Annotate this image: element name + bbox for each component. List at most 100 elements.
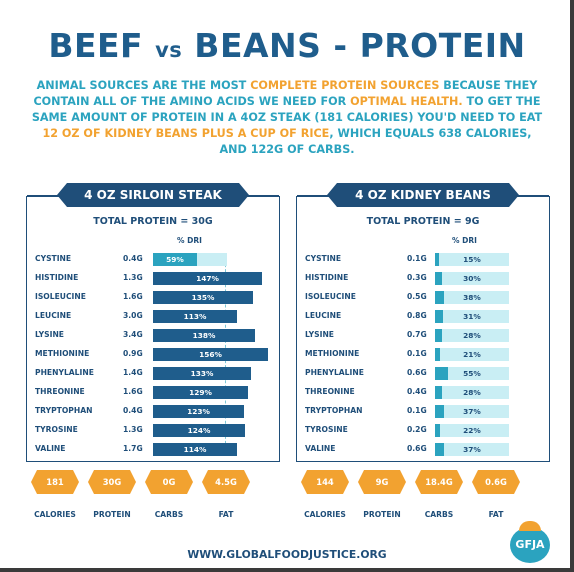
amino-amount: 0.5G — [407, 292, 427, 301]
dri-bar: 124% — [153, 424, 245, 437]
nutrition-stat: 144 CALORIES — [298, 470, 352, 519]
amino-row: LEUCINE 0.8G 31% — [297, 307, 549, 326]
beef-dri-label: % DRI — [177, 236, 202, 245]
title-beans-protein: BEANS - PROTEIN — [182, 26, 526, 65]
dri-percent: 31% — [463, 312, 481, 321]
amino-amount: 1.6G — [123, 292, 143, 301]
amino-row: TRYPTOPHAN 0.1G 37% — [297, 402, 549, 421]
beans-panel-header: 4 OZ KIDNEY BEANS — [327, 183, 519, 207]
dri-bar: 113% — [153, 310, 237, 323]
amino-amount: 0.1G — [407, 349, 427, 358]
dri-bar: 135% — [153, 291, 253, 304]
intro-part: ANIMAL SOURCES ARE THE MOST — [36, 79, 251, 92]
dri-bar — [435, 329, 442, 342]
dri-bar: 123% — [153, 405, 244, 418]
nutrition-stat: 18.4G CARBS — [412, 470, 466, 519]
gfja-logo: GFJA — [510, 521, 550, 563]
dri-bar: 138% — [153, 329, 255, 342]
amino-name: TYROSINE — [35, 425, 78, 434]
dri-track — [435, 348, 509, 361]
title-beef: BEEF — [48, 26, 156, 65]
dri-bar — [435, 272, 442, 285]
stat-label: PROTEIN — [93, 510, 131, 519]
amino-row: LYSINE 0.7G 28% — [297, 326, 549, 345]
amino-amount: 1.7G — [123, 444, 143, 453]
amino-name: THREONINE — [305, 387, 355, 396]
amino-amount: 0.9G — [123, 349, 143, 358]
dri-bar — [435, 367, 448, 380]
amino-name: VALINE — [35, 444, 66, 453]
panel-border — [509, 195, 549, 197]
beans-panel: 4 OZ KIDNEY BEANS TOTAL PROTEIN = 9G % D… — [296, 183, 550, 462]
amino-name: METHIONINE — [305, 349, 360, 358]
dri-bar — [435, 443, 444, 456]
dri-percent: 59% — [166, 255, 184, 264]
stat-label: CARBS — [424, 510, 454, 519]
dri-bar — [435, 405, 444, 418]
dri-bar — [435, 310, 443, 323]
dri-percent: 37% — [463, 407, 481, 416]
amino-row: ISOLEUCINE 1.6G 135% — [27, 288, 279, 307]
stat-value-badge: 9G — [358, 470, 406, 494]
page-title: BEEF vs BEANS - PROTEIN — [0, 26, 574, 65]
amino-amount: 0.6G — [407, 368, 427, 377]
amino-row: LEUCINE 3.0G 113% — [27, 307, 279, 326]
amino-name: LEUCINE — [35, 311, 72, 320]
amino-amount: 0.3G — [407, 273, 427, 282]
amino-name: PHENYLALINE — [305, 368, 364, 377]
amino-amount: 0.8G — [407, 311, 427, 320]
nutrition-stat: 181 CALORIES — [28, 470, 82, 519]
stat-label: CARBS — [154, 510, 184, 519]
stat-value-badge: 144 — [301, 470, 349, 494]
amino-row: METHIONINE 0.9G 156% — [27, 345, 279, 364]
dri-track — [435, 272, 509, 285]
dri-track — [435, 367, 509, 380]
amino-amount: 3.0G — [123, 311, 143, 320]
amino-row: TYROSINE 1.3G 124% — [27, 421, 279, 440]
amino-name: VALINE — [305, 444, 336, 453]
stat-value-badge: 0.6G — [472, 470, 520, 494]
nutrition-stat: 0.6G FAT — [469, 470, 523, 519]
beef-panel-header: 4 OZ SIRLOIN STEAK — [57, 183, 249, 207]
nutrition-stat: 9G PROTEIN — [355, 470, 409, 519]
dri-percent: 28% — [463, 388, 481, 397]
amino-amount: 1.4G — [123, 368, 143, 377]
amino-row: TYROSINE 0.2G 22% — [297, 421, 549, 440]
amino-row: CYSTINE 0.4G 59% — [27, 250, 279, 269]
amino-amount: 3.4G — [123, 330, 143, 339]
amino-name: TRYPTOPHAN — [35, 406, 93, 415]
intro-highlight: OPTIMAL HEALTH. — [350, 95, 463, 108]
amino-amount: 1.3G — [123, 425, 143, 434]
amino-row: CYSTINE 0.1G 15% — [297, 250, 549, 269]
intro-text: ANIMAL SOURCES ARE THE MOST COMPLETE PRO… — [30, 78, 544, 158]
amino-name: LYSINE — [305, 330, 334, 339]
stat-label: FAT — [488, 510, 504, 519]
dri-percent: 135% — [191, 293, 215, 302]
dri-percent: 129% — [189, 388, 212, 397]
amino-row: HISTIDINE 1.3G 147% — [27, 269, 279, 288]
amino-name: METHIONINE — [35, 349, 90, 358]
stat-label: FAT — [218, 510, 234, 519]
amino-name: THREONINE — [35, 387, 85, 396]
stat-value-badge: 18.4G — [415, 470, 463, 494]
dri-percent: 38% — [463, 293, 481, 302]
dri-bar — [435, 291, 444, 304]
dri-bar: 156% — [153, 348, 268, 361]
panel-border — [297, 195, 337, 197]
amino-amount: 0.4G — [123, 254, 143, 263]
intro-highlight: 12 OZ OF KIDNEY BEANS PLUS A CUP OF RICE — [42, 127, 330, 140]
dri-bar: 133% — [153, 367, 251, 380]
dri-percent: 138% — [192, 331, 216, 340]
amino-name: PHENYLALINE — [35, 368, 94, 377]
dri-percent: 113% — [183, 312, 207, 321]
amino-amount: 0.1G — [407, 254, 427, 263]
amino-name: LEUCINE — [305, 311, 342, 320]
stat-label: CALORIES — [34, 510, 76, 519]
amino-amount: 0.1G — [407, 406, 427, 415]
dri-bar: 114% — [153, 443, 237, 456]
amino-row: VALINE 0.6G 37% — [297, 440, 549, 459]
dri-bar: 59% — [153, 253, 197, 266]
amino-name: HISTIDINE — [35, 273, 79, 282]
amino-row: METHIONINE 0.1G 21% — [297, 345, 549, 364]
stat-value-badge: 30G — [88, 470, 136, 494]
